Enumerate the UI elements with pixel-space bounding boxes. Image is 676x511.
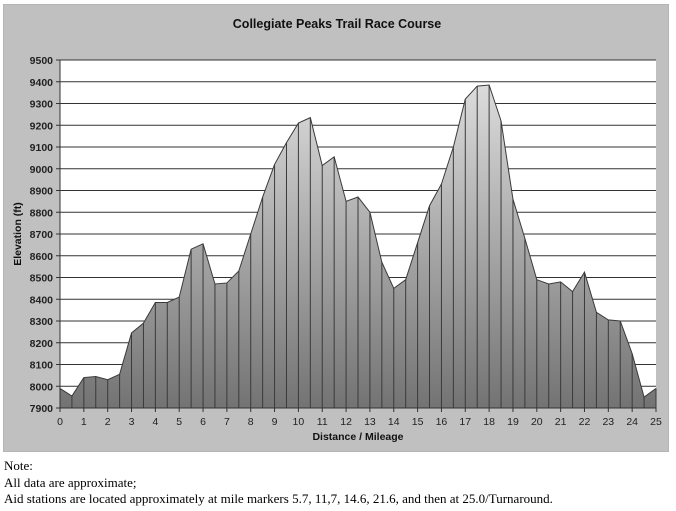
x-tick-label: 7: [224, 416, 230, 428]
notes-section: Note: All data are approximate; Aid stat…: [4, 458, 674, 508]
chart-panel: Collegiate Peaks Trail Race Course 7900 8…: [3, 4, 669, 452]
x-tick-label: 10: [293, 416, 305, 428]
y-tick-label: 8500: [30, 273, 54, 285]
x-axis-ticks: 0 1 2 3 4 5 6 7 8 9 10 11 12 13 14 15 16 17 18 19 20 21 22 23 24…: [57, 408, 662, 428]
y-tick-label: 9500: [30, 55, 54, 67]
notes-heading: Note:: [4, 458, 33, 473]
y-tick-label: 8200: [30, 338, 54, 350]
y-tick-label: 9000: [30, 164, 54, 176]
elevation-chart: 7900800081008200830084008500860087008800…: [12, 55, 662, 443]
notes-aid-stations: Aid stations are located approximately a…: [4, 491, 553, 506]
x-tick-label: 16: [436, 416, 448, 428]
x-tick-label: 25: [650, 416, 662, 428]
x-tick-label: 18: [483, 416, 495, 428]
y-tick-label: 8600: [30, 251, 54, 263]
y-tick-label: 8000: [30, 381, 54, 393]
x-tick-label: 24: [626, 416, 638, 428]
y-tick-label: 9200: [30, 120, 54, 132]
x-tick-label: 17: [459, 416, 471, 428]
y-tick-label: 9400: [30, 77, 54, 89]
x-tick-label: 12: [340, 416, 352, 428]
y-tick-label: 8700: [30, 229, 54, 241]
x-tick-label: 21: [555, 416, 567, 428]
x-tick-label: 20: [531, 416, 543, 428]
y-tick-label: 8800: [30, 207, 54, 219]
x-tick-label: 0: [57, 416, 63, 428]
x-tick-label: 13: [364, 416, 376, 428]
chart-title: Collegiate Peaks Trail Race Course: [232, 17, 442, 31]
y-axis-ticks: 7900 8000 8100 8200 8300 8400 8500 8600 8700 8800…: [30, 55, 60, 415]
x-tick-label: 14: [388, 416, 400, 428]
x-tick-label: 22: [579, 416, 591, 428]
x-axis-title: Distance / Mileage: [312, 431, 403, 443]
y-axis-title: Elevation (ft): [12, 202, 24, 266]
x-tick-label: 5: [176, 416, 182, 428]
notes-approximate: All data are approximate;: [4, 474, 137, 490]
y-tick-label: 8300: [30, 316, 54, 328]
x-tick-label: 3: [129, 416, 135, 428]
x-tick-label: 11: [317, 416, 328, 428]
x-tick-label: 8: [248, 416, 254, 428]
x-tick-label: 4: [152, 416, 158, 428]
x-tick-label: 1: [81, 416, 87, 428]
y-tick-label: 8100: [30, 360, 54, 372]
y-tick-label: 8400: [30, 294, 54, 306]
y-tick-label: 9300: [30, 99, 54, 111]
x-tick-label: 19: [507, 416, 519, 428]
y-tick-label: 8900: [30, 186, 54, 198]
x-tick-label: 15: [412, 416, 424, 428]
x-tick-label: 23: [602, 416, 614, 428]
x-tick-label: 2: [105, 416, 111, 428]
x-tick-label: 9: [272, 416, 278, 428]
y-tick-label: 9100: [30, 142, 54, 154]
x-tick-label: 6: [200, 416, 206, 428]
y-tick-label: 7900: [30, 403, 54, 415]
